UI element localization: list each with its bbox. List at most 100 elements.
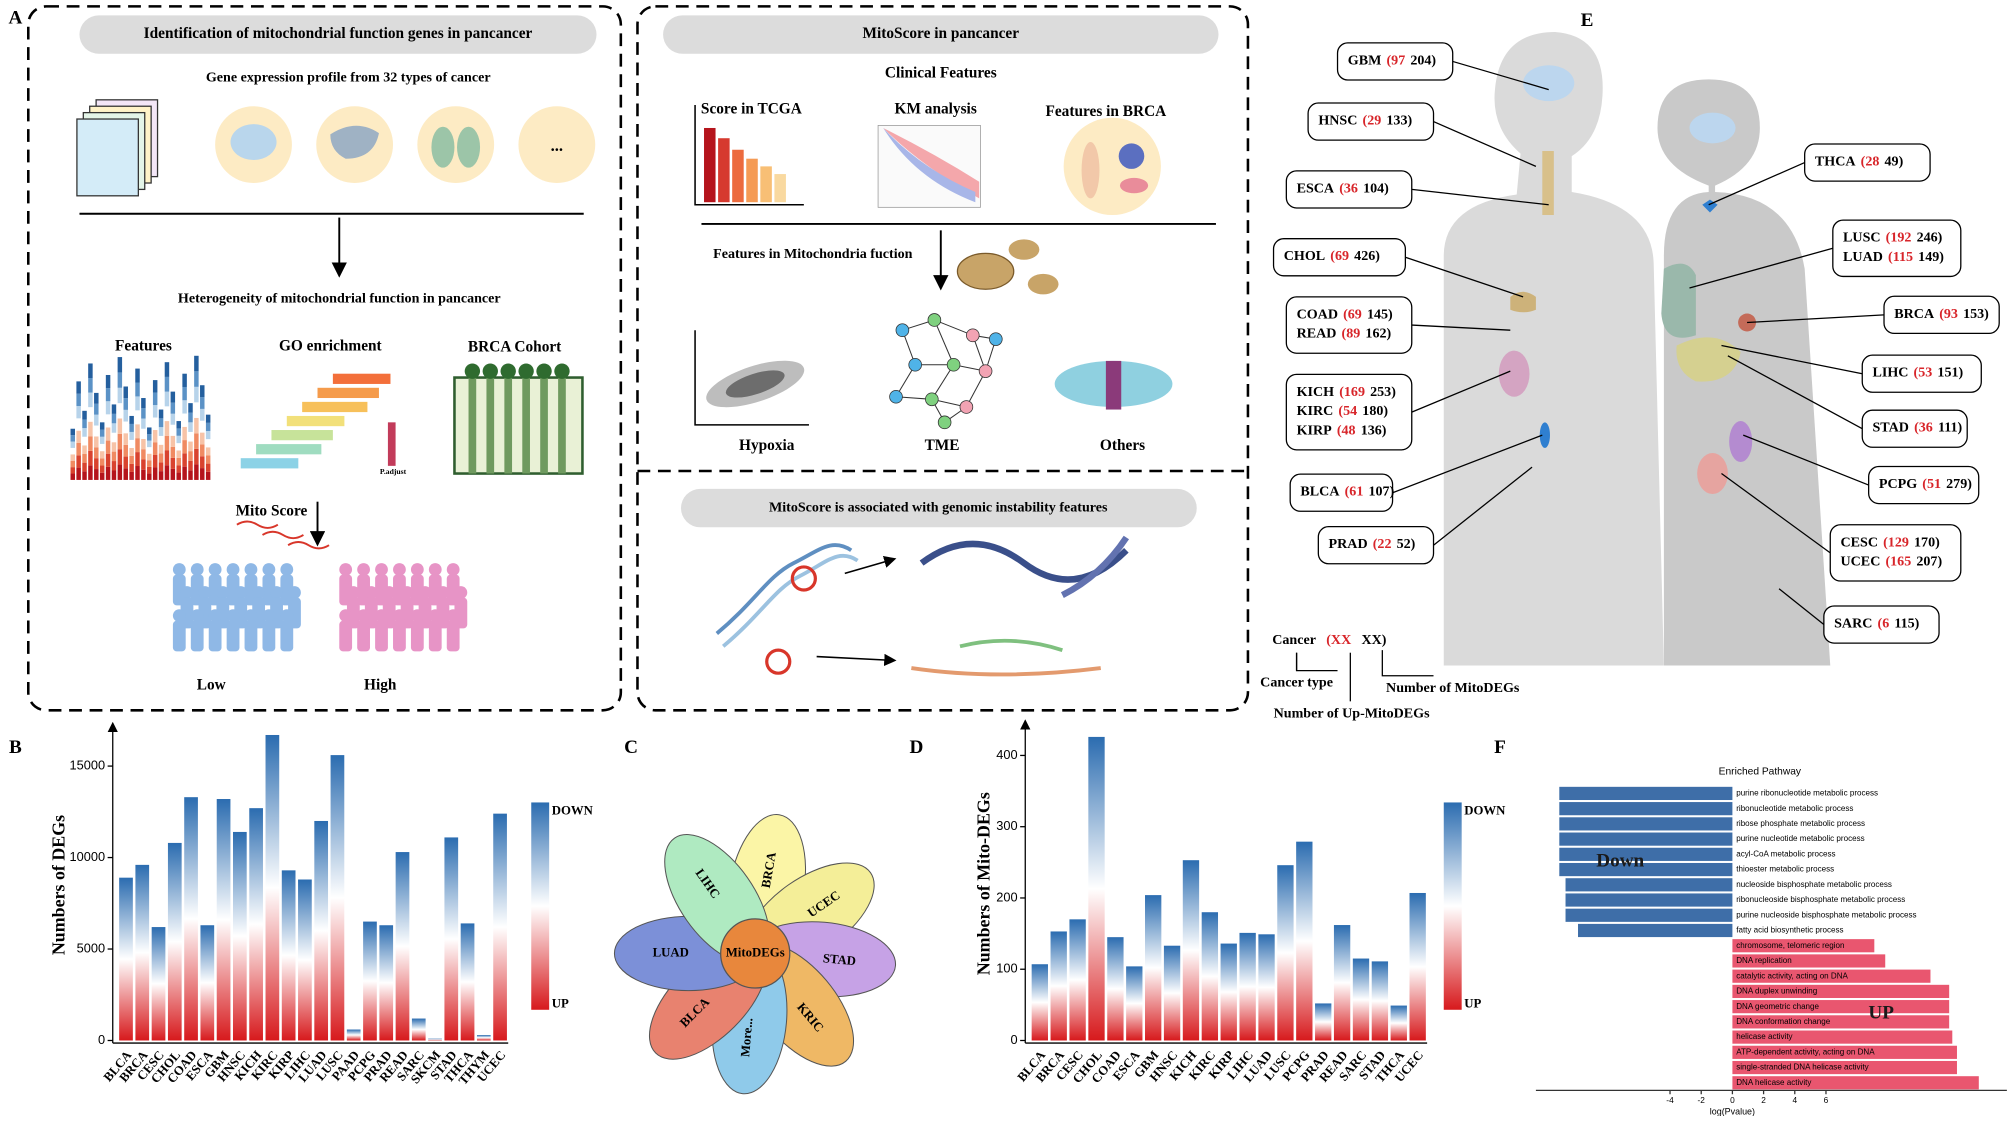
decoration <box>226 574 240 606</box>
y-tick-label: 10000 <box>70 849 106 864</box>
x-tick-label: 2 <box>1761 1095 1766 1105</box>
category-label: thioester metabolic process <box>1736 865 1834 874</box>
up-count: (54 <box>1338 403 1357 419</box>
category-label: single-stranded DNA helicase activity <box>1736 1063 1868 1072</box>
decoration <box>194 386 199 403</box>
label: Mito Score <box>236 502 308 519</box>
decoration <box>400 597 414 629</box>
decoration <box>135 368 140 383</box>
callout-box <box>1861 409 1968 448</box>
decoration <box>200 397 205 409</box>
bar <box>135 864 150 1041</box>
bar <box>1182 860 1200 1041</box>
decoration <box>152 442 158 455</box>
y-tick-label: 200 <box>996 889 1017 904</box>
decoration <box>244 620 258 652</box>
leader-line <box>1411 370 1511 413</box>
decoration <box>70 454 75 461</box>
y-tick-label: 0 <box>98 1032 105 1047</box>
bar <box>1732 984 1950 999</box>
center-label: MitoDEGs <box>726 945 785 959</box>
decoration <box>194 448 199 465</box>
x-axis-title: log(Pvalue) <box>1710 1107 1755 1116</box>
decoration <box>99 465 105 473</box>
bar <box>1296 841 1313 1041</box>
legend-text: Cancer (XX XX) <box>1272 632 1387 648</box>
cancer-name: CHOL <box>1284 248 1325 264</box>
decoration <box>332 373 391 384</box>
decoration <box>76 406 81 419</box>
decoration <box>172 563 186 576</box>
decoration <box>256 444 322 455</box>
label: Identification of mitochondrial function… <box>144 25 533 42</box>
decoration <box>288 597 301 629</box>
decoration <box>105 440 111 454</box>
decoration <box>410 609 424 622</box>
callout-box <box>1307 102 1435 141</box>
legend-text: Number of Up-MitoDEGs <box>1274 705 1431 721</box>
bar <box>1732 1060 1957 1075</box>
colorbar <box>1443 802 1462 1010</box>
decoration <box>141 438 146 450</box>
bar <box>1559 802 1733 816</box>
decoration <box>188 412 193 423</box>
decoration <box>205 414 211 423</box>
decoration <box>111 404 117 414</box>
decoration <box>280 574 294 606</box>
decoration <box>88 436 93 451</box>
decoration <box>339 620 353 652</box>
petal-label: LUAD <box>653 945 689 959</box>
total-count: 111) <box>1938 420 1963 436</box>
decoration <box>76 381 81 394</box>
bar <box>1088 736 1105 1041</box>
decoration <box>129 423 134 432</box>
bar <box>1559 786 1733 801</box>
bar <box>232 831 247 1041</box>
stack-icon <box>76 99 159 197</box>
body-illustration <box>1295 31 1831 702</box>
decoration <box>393 574 406 606</box>
bar <box>1239 932 1256 1041</box>
category-label: ribonucleoside bisphosphate metabolic pr… <box>1736 895 1905 904</box>
total-count: 253) <box>1370 384 1396 400</box>
callout-text: CESC (129 170) <box>1841 535 1941 551</box>
bar <box>1333 925 1351 1041</box>
decoration <box>382 597 396 629</box>
category-label: nucleoside bisphosphate metabolic proces… <box>1736 880 1892 889</box>
cancer-name: GBM <box>1348 53 1382 69</box>
bar <box>460 923 475 1041</box>
panel-label: C <box>624 737 638 758</box>
decoration <box>182 466 187 480</box>
decoration <box>82 410 87 420</box>
bar <box>1732 939 1875 953</box>
decoration <box>94 425 99 437</box>
y-tick-label: 15000 <box>70 757 106 772</box>
decoration <box>200 408 205 421</box>
decoration <box>135 424 140 439</box>
total-count: 145) <box>1367 307 1393 323</box>
bar <box>1145 895 1162 1041</box>
callout-box <box>1832 219 1962 278</box>
total-count: 246) <box>1917 230 1943 246</box>
decoration <box>346 597 360 629</box>
decoration <box>454 597 468 629</box>
cancer-name: HNSC <box>1318 113 1357 129</box>
decoration <box>76 393 81 407</box>
decoration <box>88 407 93 422</box>
decoration <box>111 461 117 471</box>
decoration <box>216 597 230 629</box>
decoration <box>190 574 204 606</box>
up-count: (6 <box>1878 616 1890 632</box>
panel-label: D <box>910 737 924 758</box>
label: Hypoxia <box>739 437 795 454</box>
label: BRCA Cohort <box>468 339 562 356</box>
decoration <box>188 431 193 442</box>
decoration <box>147 427 152 435</box>
total-count: 153) <box>1963 306 1989 322</box>
up-count: (28 <box>1861 154 1880 170</box>
colorbar <box>531 802 550 1010</box>
decoration <box>88 465 93 480</box>
decoration <box>200 444 205 457</box>
decoration <box>164 450 170 466</box>
network <box>889 313 1003 430</box>
